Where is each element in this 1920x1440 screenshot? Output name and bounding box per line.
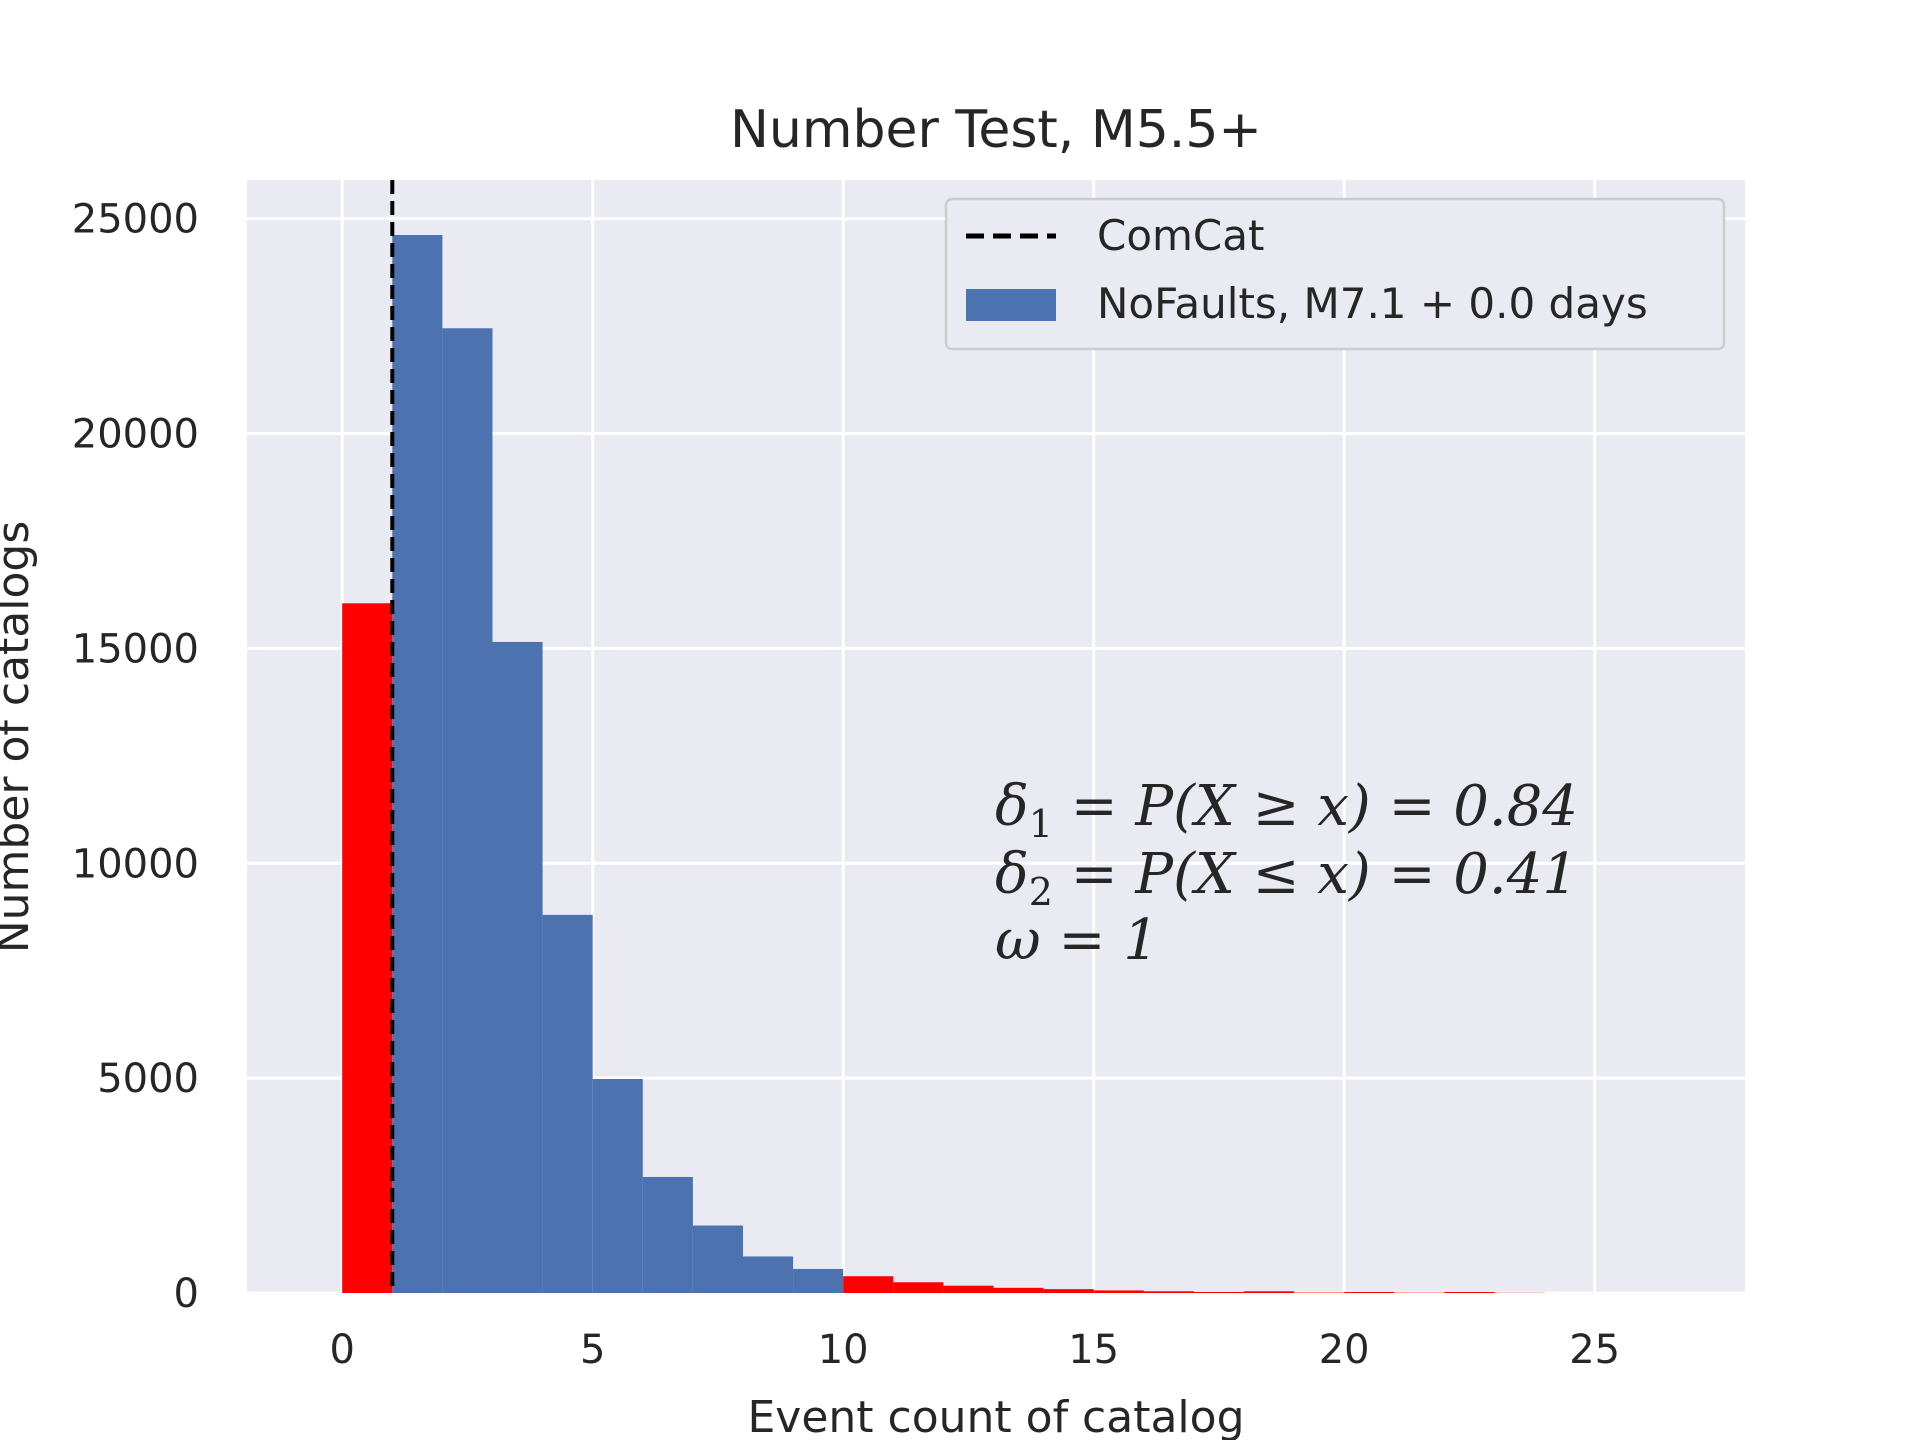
histogram-bar-3	[492, 641, 543, 1293]
y-tick-label-10000: 10000	[72, 841, 199, 887]
legend-label-nofaults: NoFaults, M7.1 + 0.0 days	[1097, 279, 1648, 328]
x-tick-label-5: 5	[580, 1327, 605, 1373]
histogram-bar-15	[1093, 1290, 1144, 1293]
histogram-bar-4	[542, 914, 593, 1293]
x-axis-ticks: 0 5 10 15 20 25	[329, 1327, 1620, 1373]
histogram-bar-1	[392, 235, 443, 1294]
histogram-bars	[342, 235, 1545, 1294]
x-tick-label-10: 10	[818, 1327, 869, 1373]
legend: ComCat NoFaults, M7.1 + 0.0 days	[944, 197, 1726, 351]
histogram-bar-17	[1193, 1291, 1244, 1293]
histogram-bar-2	[442, 328, 493, 1294]
histogram-bar-14	[1043, 1289, 1094, 1293]
histogram-bar-8	[742, 1256, 794, 1293]
x-tick-label-25: 25	[1569, 1327, 1620, 1373]
histogram-bar-10	[843, 1276, 894, 1293]
legend-frame	[944, 197, 1726, 351]
histogram-bar-18	[1243, 1291, 1295, 1293]
chart-title: Number Test, M5.5+	[730, 100, 1262, 160]
histogram-bar-16	[1143, 1291, 1194, 1293]
y-tick-label-25000: 25000	[72, 197, 199, 243]
delta1-annotation: δ1 = P(X ≥ x) = 0.84	[995, 774, 1578, 846]
y-tick-label-5000: 5000	[97, 1056, 199, 1102]
x-tick-label-0: 0	[329, 1327, 354, 1373]
histogram-bar-9	[793, 1268, 844, 1293]
y-tick-label-20000: 20000	[72, 412, 199, 458]
histogram-bar-12	[943, 1285, 994, 1293]
x-axis-label: Event count of catalog	[748, 1392, 1245, 1440]
y-tick-label-0: 0	[174, 1271, 199, 1317]
y-axis-label: Number of catalogs	[0, 521, 39, 954]
test-statistics: δ1 = P(X ≥ x) = 0.84 δ2 = P(X ≤ x) = 0.4…	[995, 774, 1578, 973]
omega-annotation: ω = 1	[995, 908, 1159, 973]
delta2-annotation: δ2 = P(X ≤ x) = 0.41	[995, 842, 1578, 914]
y-tick-label-15000: 15000	[72, 626, 199, 672]
histogram-bar-5	[592, 1078, 643, 1293]
histogram-bar-11	[893, 1282, 944, 1293]
histogram-bar-6	[642, 1176, 693, 1293]
legend-label-comcat: ComCat	[1097, 211, 1264, 260]
y-axis-ticks: 0 5000 10000 15000 20000 25000	[72, 197, 199, 1317]
histogram-bar-7	[692, 1225, 743, 1293]
x-tick-label-15: 15	[1068, 1327, 1119, 1373]
legend-swatch-nofaults	[966, 289, 1056, 321]
histogram-bar-13	[993, 1287, 1044, 1293]
histogram-bar-0	[342, 603, 393, 1293]
x-tick-label-20: 20	[1319, 1327, 1370, 1373]
histogram-bar-22	[1444, 1291, 1495, 1293]
histogram-bar-20	[1344, 1291, 1395, 1293]
